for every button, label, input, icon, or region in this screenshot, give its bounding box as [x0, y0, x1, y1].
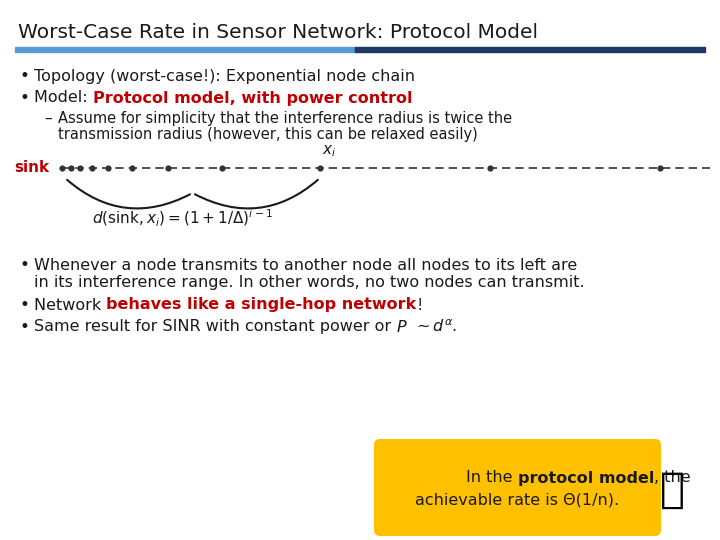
Text: •: • [20, 296, 30, 314]
Bar [15, 47, 355, 52]
Text: Topology (worst-case!): Exponential node chain: Topology (worst-case!): Exponential node… [34, 69, 415, 84]
Text: , the: , the [654, 470, 690, 485]
Text: Model:: Model: [34, 91, 93, 105]
Text: protocol model: protocol model [518, 470, 654, 485]
Text: Network: Network [34, 298, 107, 313]
Text: •: • [20, 67, 30, 85]
Text: •: • [20, 89, 30, 107]
Text: In the: In the [466, 470, 518, 485]
Text: $P$: $P$ [396, 319, 408, 335]
Text: Worst-Case Rate in Sensor Network: Protocol Model: Worst-Case Rate in Sensor Network: Proto… [18, 23, 538, 42]
Text: in its interference range. In other words, no two nodes can transmit.: in its interference range. In other word… [34, 274, 585, 289]
Text: $x_i$: $x_i$ [322, 143, 336, 159]
Text: transmission radius (however, this can be relaxed easily): transmission radius (however, this can b… [58, 126, 478, 141]
Text: achievable rate is Θ(1/n).: achievable rate is Θ(1/n). [415, 492, 620, 508]
Text: •: • [20, 318, 30, 336]
Text: sink: sink [14, 160, 49, 176]
Text: $\sim d^{\alpha}$.: $\sim d^{\alpha}$. [408, 319, 457, 335]
Text: •: • [20, 256, 30, 274]
Text: –: – [44, 111, 52, 125]
Text: Whenever a node transmits to another node all nodes to its left are: Whenever a node transmits to another nod… [34, 258, 577, 273]
Text: Assume for simplicity that the interference radius is twice the: Assume for simplicity that the interfere… [58, 111, 512, 125]
Text: behaves like a single-hop network: behaves like a single-hop network [107, 298, 417, 313]
Text: 👎: 👎 [660, 469, 685, 511]
Text: $d(\mathrm{sink}, x_i) = (1 + 1/\Delta)^{i-1}$: $d(\mathrm{sink}, x_i) = (1 + 1/\Delta)^… [92, 207, 273, 228]
Text: Same result for SINR with constant power or: Same result for SINR with constant power… [34, 320, 396, 334]
Bar [355, 47, 705, 52]
Text: !: ! [417, 298, 423, 313]
FancyBboxPatch shape [374, 439, 661, 536]
Text: Protocol model, with power control: Protocol model, with power control [93, 91, 413, 105]
